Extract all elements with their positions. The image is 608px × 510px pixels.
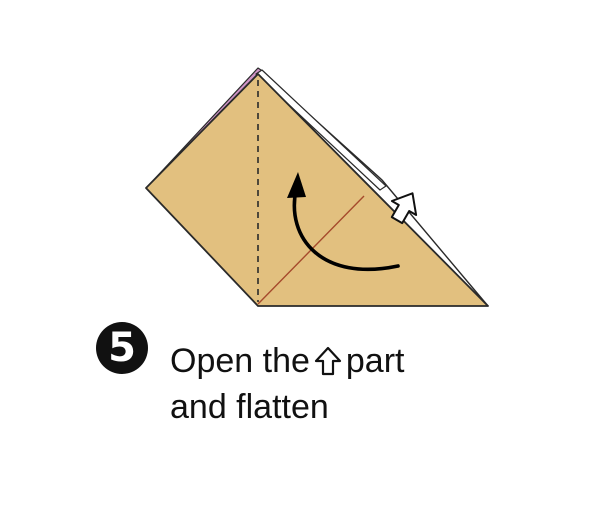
- edge-sliver: [255, 69, 387, 191]
- open-here-arrow-icon: [390, 192, 418, 225]
- instruction-line-1: Open the part: [170, 338, 404, 384]
- step-number-badge: 5: [96, 322, 148, 374]
- curved-arrow-head-icon: [287, 172, 306, 198]
- paper-triangle: [145, 73, 489, 307]
- instruction-line-2: and flatten: [170, 388, 329, 426]
- instruction-caption: Open the part and flatten: [170, 338, 404, 430]
- instruction-text-after: part: [345, 342, 405, 380]
- curved-arrow-shaft: [292, 188, 400, 272]
- up-arrow-outline-icon: [314, 346, 341, 376]
- instruction-text-before: Open the: [170, 342, 310, 380]
